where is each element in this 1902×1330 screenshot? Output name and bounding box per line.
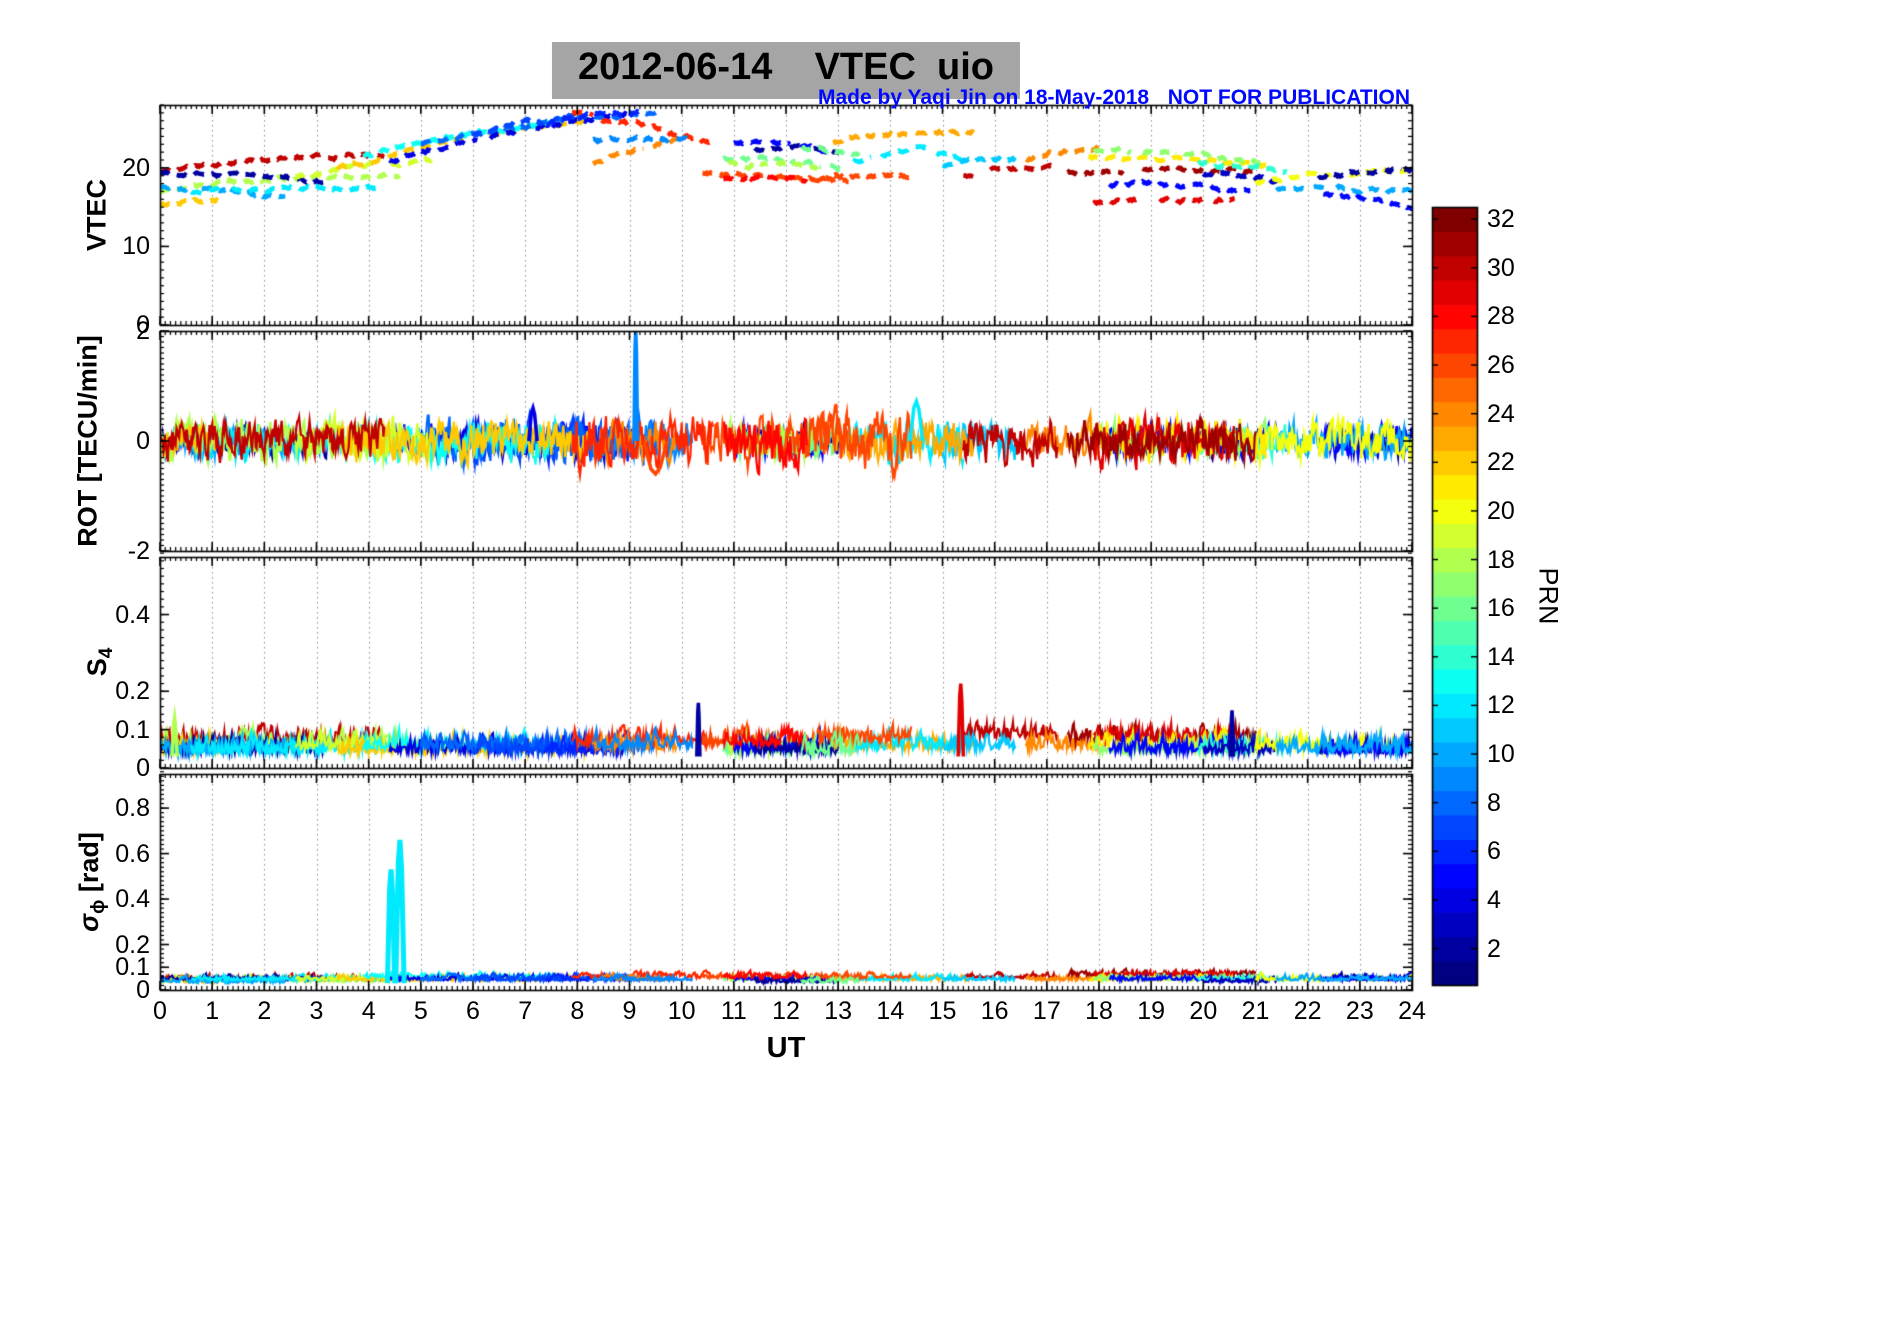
phi-subscript: ϕ xyxy=(88,899,110,914)
s4-symbol: S xyxy=(81,658,112,677)
not-for-publication-annotation: NOT FOR PUBLICATION xyxy=(1167,86,1410,109)
sigma-symbol: σ xyxy=(73,913,104,932)
colorbar-label: PRN xyxy=(1533,567,1564,625)
y-axis-label-vtec: VTEC xyxy=(81,178,112,252)
y-axis-label-s4: S4 xyxy=(82,648,118,677)
s4-subscript: 4 xyxy=(96,647,118,659)
y-axis-label-rot: ROT [TECU/min] xyxy=(72,335,103,547)
rad-unit: [rad] xyxy=(73,832,104,900)
credit-annotation: Made by Yaqi Jin on 18-May-2018 xyxy=(818,86,1150,109)
x-axis-label: UT xyxy=(766,1032,806,1064)
page-title: 2012-06-14 VTEC uio xyxy=(551,42,1021,99)
y-axis-label-sigma-phi: σϕ [rad] xyxy=(74,832,110,932)
